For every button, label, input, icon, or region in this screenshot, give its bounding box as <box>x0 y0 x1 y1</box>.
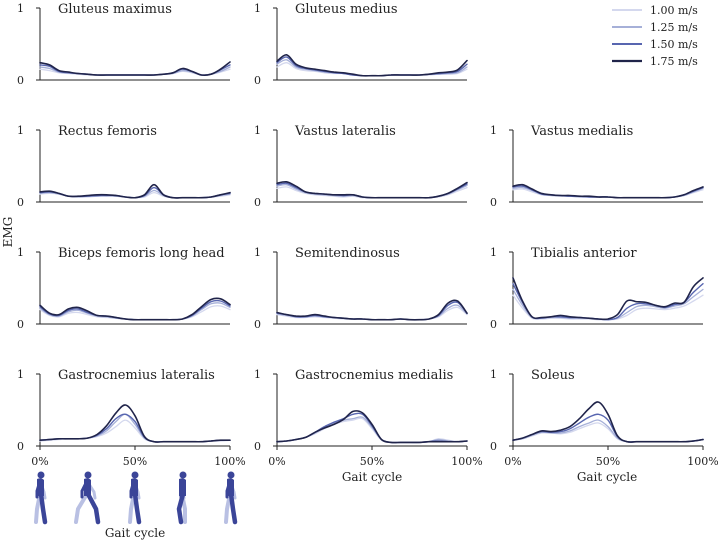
x-tick-label: 0% <box>504 455 521 468</box>
x-tick-label: 50% <box>123 455 147 468</box>
panel-title: Vastus medialis <box>530 124 633 139</box>
panel: 0 1 Vastus lateralis <box>254 124 468 209</box>
walking-figures <box>34 471 238 525</box>
y-tick-label: 0 <box>17 196 24 209</box>
panel-grid: 0 1 Gluteus maximus 0 1 Gluteus medius 0 1 Rectu… <box>17 2 718 468</box>
series-line <box>512 283 704 321</box>
y-tick-label: 0 <box>17 74 24 87</box>
y-tick-label: 0 <box>490 440 497 453</box>
y-tick-label: 0 <box>490 318 497 331</box>
series-line <box>276 299 468 321</box>
y-tick-label: 1 <box>17 124 24 137</box>
x-tick-label: 50% <box>360 455 384 468</box>
walker-icon <box>176 471 187 525</box>
x-axis-label-gait-illustration: Gait cycle <box>105 526 165 540</box>
series-line <box>512 277 704 321</box>
y-tick-label: 0 <box>254 196 261 209</box>
x-axis-label-col3: Gait cycle <box>577 470 637 484</box>
y-tick-label: 1 <box>490 124 497 137</box>
panel-title: Gluteus maximus <box>58 2 172 17</box>
y-tick-label: 1 <box>17 368 24 381</box>
panel: 0 1 Rectus femoris <box>17 124 231 209</box>
panel-title: Gluteus medius <box>295 2 398 17</box>
series-line <box>39 183 231 199</box>
panel-title: Gastrocnemius lateralis <box>58 368 215 383</box>
legend: 1.00 m/s 1.25 m/s 1.50 m/s 1.75 m/s <box>612 4 698 68</box>
series-line <box>512 401 704 443</box>
series-line <box>39 404 231 443</box>
series-line <box>512 294 704 321</box>
series-line <box>39 297 231 321</box>
panel-title: Rectus femoris <box>58 124 157 139</box>
y-tick-label: 1 <box>254 368 261 381</box>
y-tick-label: 1 <box>17 246 24 259</box>
walker-icon <box>34 471 48 525</box>
x-tick-label: 100% <box>451 455 482 468</box>
panel: 0 1 Gluteus medius <box>254 2 468 87</box>
series-line <box>39 61 231 76</box>
x-tick-label: 0% <box>268 455 285 468</box>
y-tick-label: 1 <box>254 2 261 15</box>
y-tick-label: 0 <box>254 318 261 331</box>
y-tick-label: 1 <box>490 368 497 381</box>
walker-icon <box>74 471 101 525</box>
panel: 0 1 0% 50% 100% Soleus <box>490 368 718 468</box>
series-line <box>512 185 704 199</box>
series-line <box>276 306 468 321</box>
legend-label: 1.50 m/s <box>650 38 698 51</box>
panel: 0 1 0% 50% 100% Gastrocnemius lateralis <box>17 368 246 468</box>
x-tick-label: 0% <box>31 455 48 468</box>
series-line <box>276 54 468 77</box>
series-line <box>276 410 468 444</box>
panel-title: Tibialis anterior <box>531 246 637 261</box>
y-tick-label: 0 <box>254 440 261 453</box>
walker-icon <box>224 471 238 525</box>
x-tick-label: 50% <box>596 455 620 468</box>
y-axis-label: EMG <box>1 217 15 248</box>
panel: 0 1 0% 50% 100% Gastrocnemius medialis <box>254 368 483 468</box>
x-axis-label-col2: Gait cycle <box>342 470 402 484</box>
y-tick-label: 0 <box>490 196 497 209</box>
panel: 0 1 Vastus medialis <box>490 124 704 209</box>
y-tick-label: 1 <box>254 124 261 137</box>
y-tick-label: 1 <box>17 2 24 15</box>
y-tick-label: 0 <box>254 74 261 87</box>
panel-title: Biceps femoris long head <box>58 246 225 261</box>
panel: 0 1 Tibialis anterior <box>490 246 704 331</box>
y-tick-label: 0 <box>17 318 24 331</box>
panel-title: Gastrocnemius medialis <box>295 368 453 383</box>
panel: 0 1 Biceps femoris long head <box>17 246 231 331</box>
x-tick-label: 100% <box>214 455 245 468</box>
legend-label: 1.75 m/s <box>650 55 698 68</box>
legend-label: 1.00 m/s <box>650 4 698 17</box>
y-tick-label: 1 <box>254 246 261 259</box>
legend-label: 1.25 m/s <box>650 21 698 34</box>
walker-icon <box>128 471 142 525</box>
x-tick-label: 100% <box>687 455 718 468</box>
panel: 0 1 Semitendinosus <box>254 246 468 331</box>
series-line <box>512 183 704 199</box>
series-line <box>276 180 468 199</box>
y-tick-label: 1 <box>490 246 497 259</box>
panel: 0 1 Gluteus maximus <box>17 2 231 87</box>
panel-title: Soleus <box>531 368 575 383</box>
panel-title: Semitendinosus <box>295 246 400 261</box>
y-tick-label: 0 <box>17 440 24 453</box>
panel-title: Vastus lateralis <box>294 124 396 139</box>
